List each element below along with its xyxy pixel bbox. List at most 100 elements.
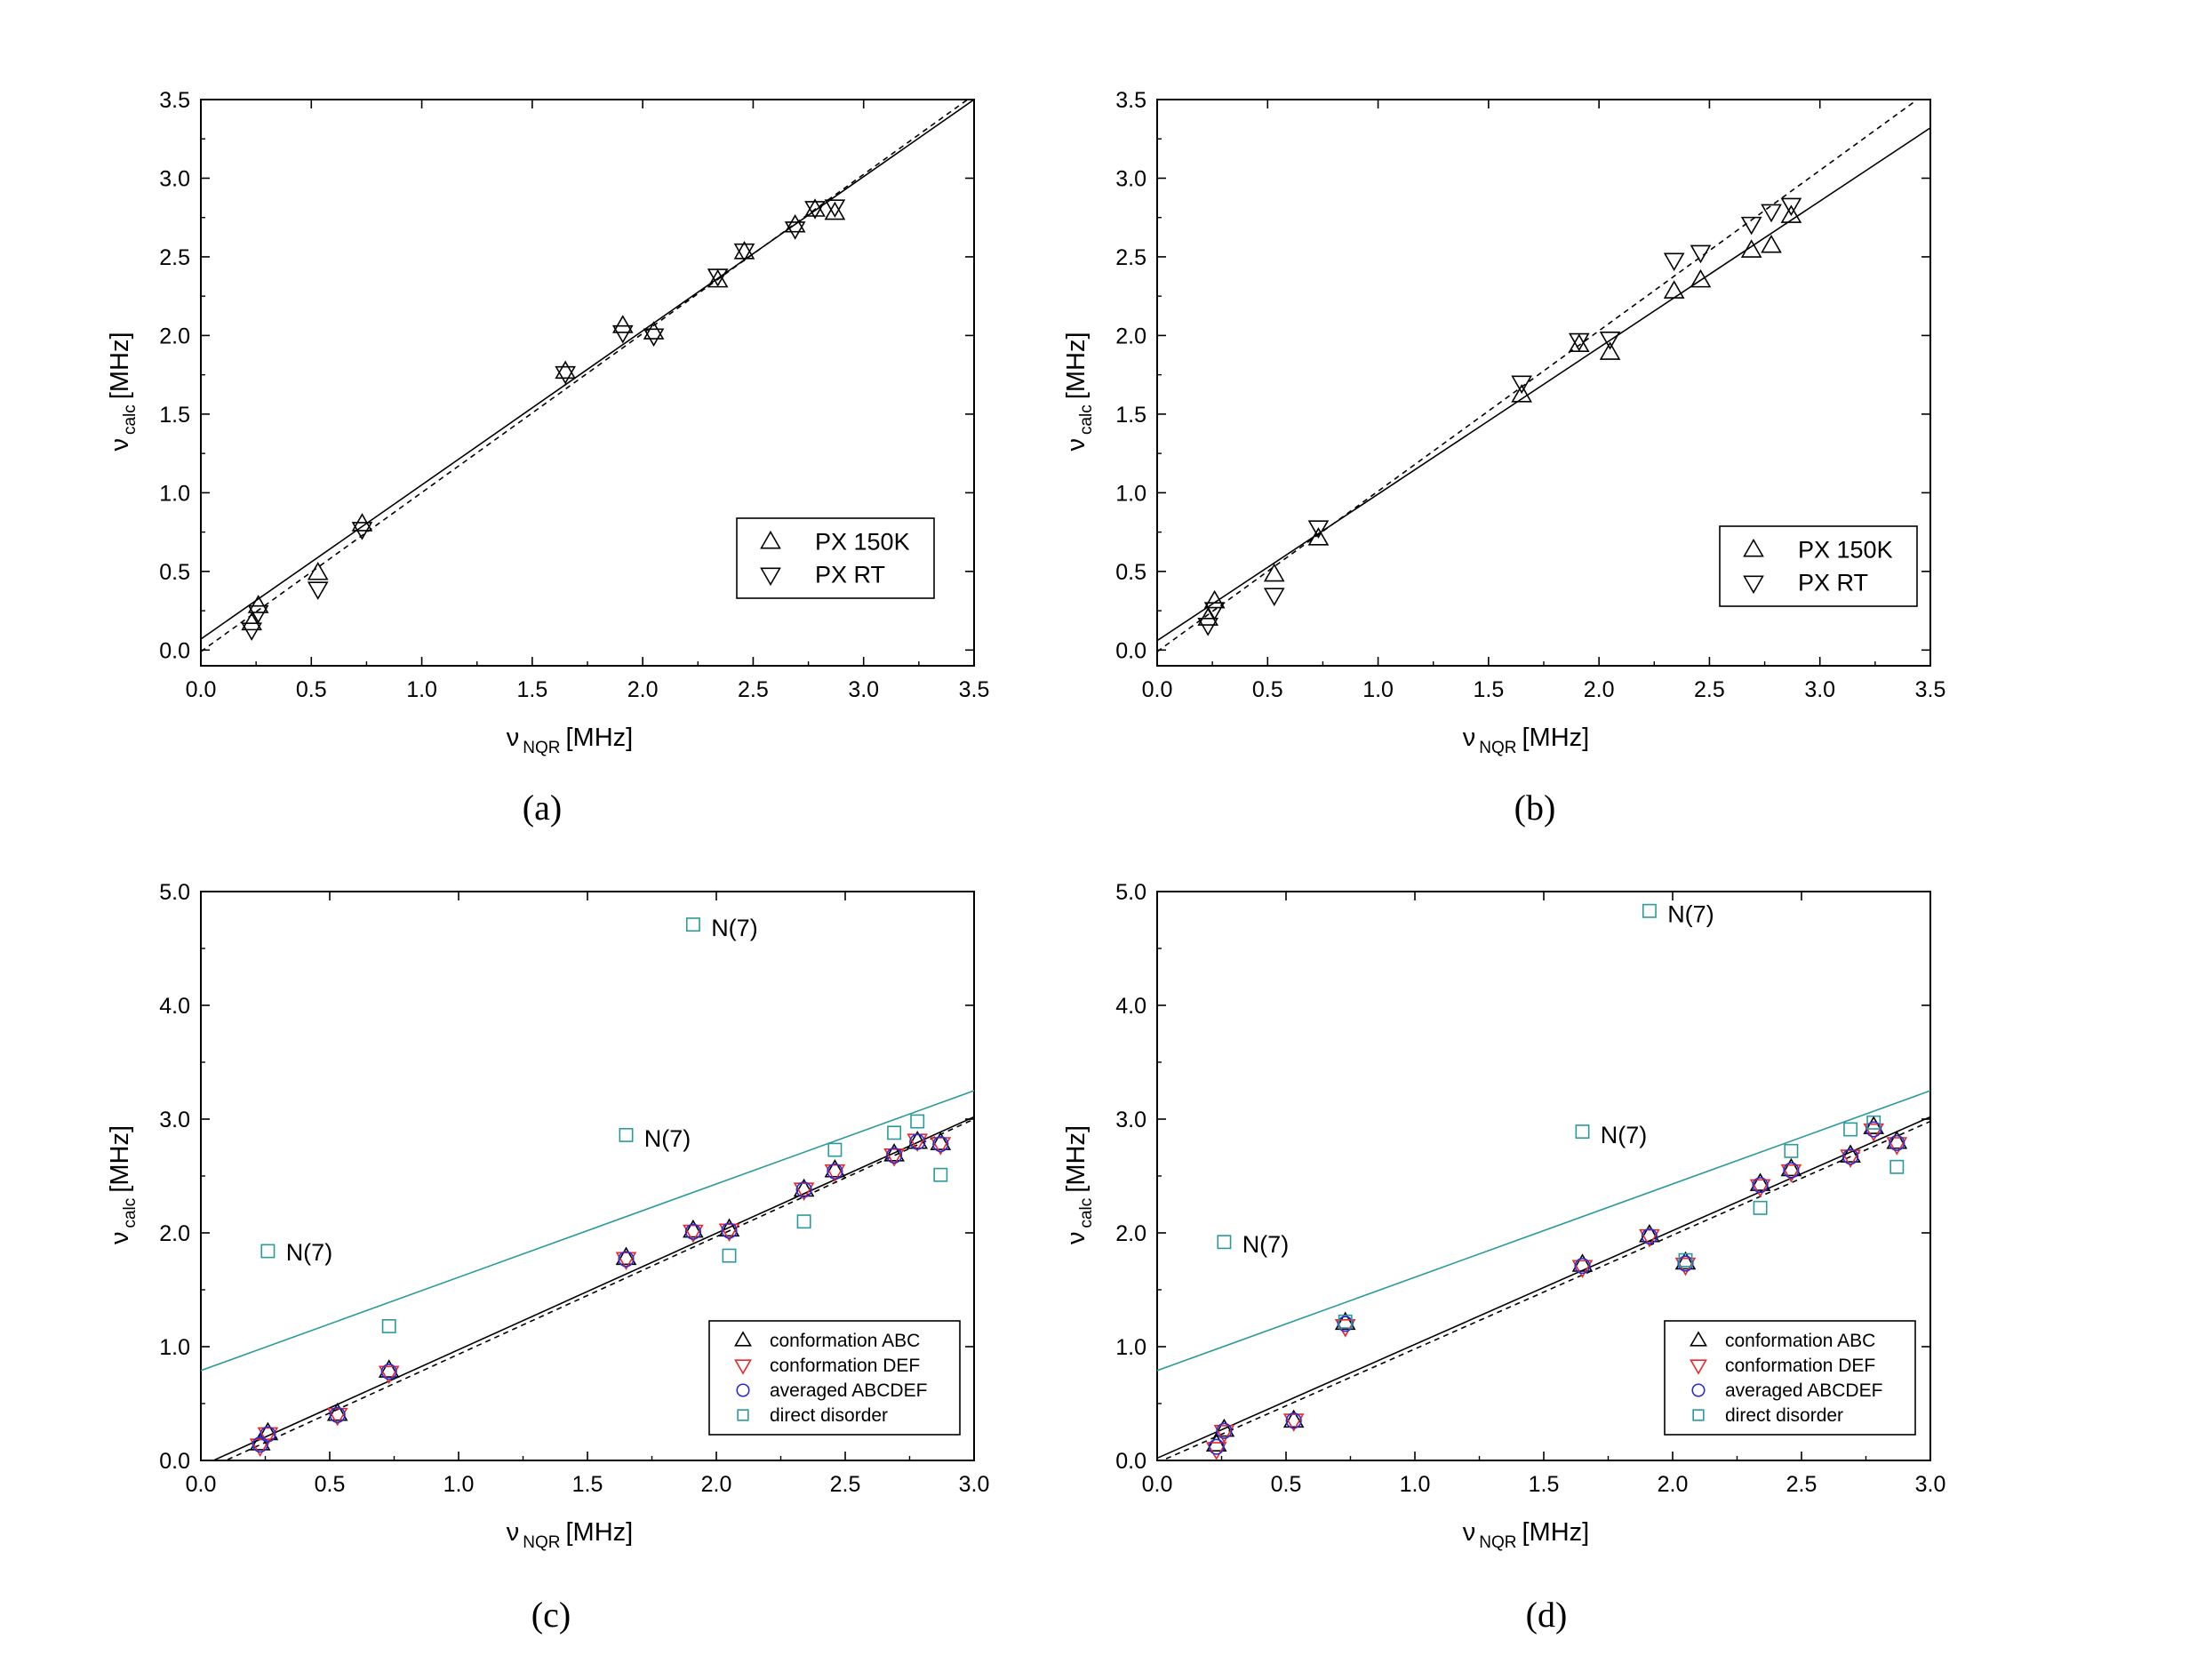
marker-triangle-down xyxy=(1263,588,1285,606)
x-tick-label: 3.0 xyxy=(1915,1472,1946,1497)
series-direct-disorder xyxy=(1217,903,1905,1329)
y-axis-label: ν calc [MHz] xyxy=(106,1125,140,1244)
y-tick-label: 2.0 xyxy=(159,324,190,348)
marker-triangle-down xyxy=(804,201,826,220)
x-tick-label: 1.0 xyxy=(1400,1472,1431,1497)
marker-square xyxy=(1692,1409,1705,1421)
marker-triangle-up xyxy=(247,595,269,613)
marker-triangle-up xyxy=(1690,268,1712,288)
marker-circle xyxy=(721,1222,738,1239)
legend: conformation ABC conformation DEF averaged… xyxy=(708,1320,961,1436)
fit-line-solid xyxy=(1157,1090,1930,1372)
y-tick-label: 1.0 xyxy=(1115,481,1146,506)
x-tick-label: 0.5 xyxy=(315,1472,346,1497)
marker-triangle-down xyxy=(1663,252,1685,272)
y-tick-label: 1.0 xyxy=(1115,1335,1146,1360)
legend-box xyxy=(1664,1320,1916,1436)
marker-circle xyxy=(886,1147,903,1164)
chart-panel-a: 0.0 0.5 1.0 1.5 2.0 2.5 3.0 3.5 0.0 0.5 1.0 1.5 2.0 2… xyxy=(106,88,989,828)
x-tick-label: 1.5 xyxy=(1473,677,1504,702)
y-axis-label-subscript: calc xyxy=(1077,404,1096,435)
y-axis-label-unit: [MHz] xyxy=(1062,332,1091,399)
y-tick-label: 2.0 xyxy=(1115,324,1146,348)
marker-circle xyxy=(260,1426,276,1443)
marker-triangle-down xyxy=(1743,575,1764,595)
marker-circle xyxy=(932,1136,949,1153)
legend-entry-label: conformation DEF xyxy=(770,1356,920,1376)
marker-triangle-down xyxy=(824,199,846,218)
marker-triangle-up xyxy=(241,612,263,631)
marker-triangle-up xyxy=(378,1359,400,1378)
marker-triangle-down xyxy=(793,1182,815,1201)
y-tick-label: 3.5 xyxy=(1115,88,1146,113)
series-conformation-abc xyxy=(1205,1116,1908,1452)
x-axis-label-symbol: ν xyxy=(1463,1518,1476,1547)
point-label: N(7) xyxy=(1601,1122,1648,1148)
x-axis-label-symbol: ν xyxy=(507,1518,520,1547)
x-axis-label: ν NQR [MHz] xyxy=(1463,724,1589,757)
marker-triangle-down xyxy=(611,324,634,344)
marker-triangle-down xyxy=(1197,618,1219,636)
chart-panel-b: 0.0 0.5 1.0 1.5 2.0 2.5 3.0 3.5 0.0 0.5 1.0 1.5 2.0 2… xyxy=(1062,88,1945,828)
marker-triangle-up xyxy=(1282,1409,1305,1428)
legend-entry-label: averaged ABCDEF xyxy=(770,1380,927,1401)
point-label: N(7) xyxy=(711,915,758,941)
marker-square xyxy=(381,1319,396,1333)
y-tick-label: 0.0 xyxy=(159,1449,190,1474)
marker-triangle-up xyxy=(326,1402,348,1421)
y-axis-label-unit: [MHz] xyxy=(1062,1125,1091,1193)
legend-entry-label: conformation DEF xyxy=(1725,1356,1875,1376)
fit-line-dashed xyxy=(1157,100,1919,652)
legend-entry-label: conformation ABC xyxy=(1725,1331,1875,1351)
legend-entry-label: direct disorder xyxy=(1725,1405,1843,1426)
marker-triangle-up xyxy=(307,561,329,580)
marker-triangle-up xyxy=(1840,1144,1861,1163)
marker-triangle-up xyxy=(1749,1172,1771,1191)
marker-triangle-down xyxy=(555,365,576,385)
x-axis-label-subscript: NQR xyxy=(523,739,560,757)
series-px-150k xyxy=(1197,204,1802,626)
y-tick-label: 3.0 xyxy=(1115,1108,1146,1132)
marker-triangle-up xyxy=(1743,538,1764,557)
marker-triangle-up xyxy=(1886,1130,1908,1149)
legend-entry-label: PX 150K xyxy=(815,529,910,556)
marker-triangle-up xyxy=(1639,1223,1660,1243)
x-tick-label: 3.0 xyxy=(959,1472,990,1497)
marker-circle xyxy=(795,1181,812,1198)
x-tick-label: 2.5 xyxy=(738,677,769,702)
series-direct-disorder xyxy=(260,917,948,1333)
marker-triangle-down xyxy=(1203,602,1226,620)
marker-circle xyxy=(329,1406,346,1423)
x-axis-label-symbol: ν xyxy=(1463,724,1476,752)
x-tick-label: 1.0 xyxy=(443,1472,475,1497)
x-tick-label: 2.5 xyxy=(1786,1472,1818,1497)
marker-triangle-up xyxy=(907,1130,929,1149)
marker-circle xyxy=(1574,1258,1591,1275)
x-tick-label: 2.0 xyxy=(1658,1472,1689,1497)
marker-triangle-down xyxy=(249,1438,271,1457)
marker-circle xyxy=(1842,1148,1859,1165)
marker-triangle-up xyxy=(733,241,755,260)
y-tick-label: 4.0 xyxy=(1115,994,1146,1019)
marker-triangle-up xyxy=(718,1218,740,1237)
series-averaged-abcdef xyxy=(1208,1121,1905,1455)
marker-triangle-down xyxy=(1568,332,1590,352)
marker-square xyxy=(1642,903,1657,918)
marker-triangle-up xyxy=(930,1132,952,1150)
point-label: N(7) xyxy=(644,1125,691,1152)
marker-triangle-up xyxy=(784,213,806,233)
x-tick-label: 3.5 xyxy=(959,677,990,702)
x-axis-label: ν NQR [MHz] xyxy=(507,1518,633,1552)
marker-triangle-down xyxy=(1213,1425,1235,1444)
marker-triangle-up xyxy=(1599,341,1621,360)
marker-triangle-down xyxy=(1761,204,1782,223)
fit-line-solid xyxy=(1157,127,1930,642)
marker-triangle-down xyxy=(1639,1228,1660,1248)
marker-square xyxy=(1784,1143,1799,1158)
y-axis-label-unit: [MHz] xyxy=(106,332,134,399)
marker-triangle-down xyxy=(307,581,329,600)
marker-circle xyxy=(252,1436,268,1453)
marker-triangle-down xyxy=(257,1427,279,1446)
marker-triangle-down xyxy=(683,1224,704,1244)
y-tick-label: 0.0 xyxy=(1115,638,1146,663)
